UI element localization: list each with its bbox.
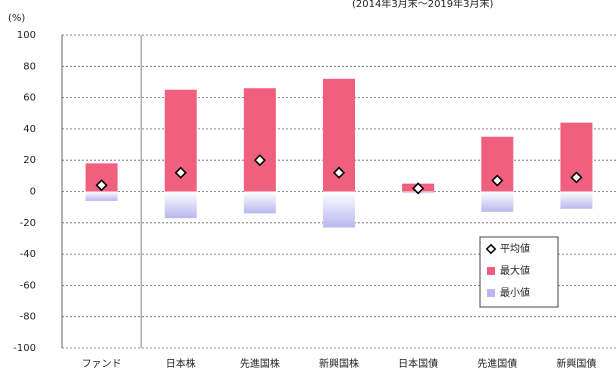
chart-title: (2014年3月末～2019年3月末)	[352, 0, 494, 10]
y-tick-label: -100	[13, 343, 36, 354]
y-tick-label: 40	[23, 124, 36, 135]
x-tick-label: 先進国株	[240, 357, 280, 370]
avg-marker	[253, 154, 266, 167]
x-tick-label: 新興国株	[319, 357, 359, 370]
x-tick-label: 先進国債	[477, 357, 517, 370]
avg-marker	[332, 166, 346, 179]
y-tick-label: 20	[23, 155, 36, 166]
y-tick-label: 60	[23, 93, 36, 104]
y-tick-label: -20	[20, 218, 36, 229]
y-tick-label: 100	[17, 30, 36, 41]
bar	[481, 191, 514, 212]
x-tick-label: 日本国債	[398, 357, 438, 370]
avg-marker	[95, 179, 108, 192]
avg-marker	[174, 166, 187, 179]
legend-swatch	[487, 289, 495, 297]
bar	[560, 191, 593, 209]
bar	[323, 191, 355, 228]
legend-marker	[485, 243, 497, 255]
avg-marker	[491, 174, 504, 187]
legend-swatch	[487, 267, 495, 275]
y-tick-label: 0	[30, 187, 36, 198]
bar	[164, 191, 197, 219]
y-tick-label: -40	[20, 249, 36, 260]
y-tick-label: -60	[20, 280, 36, 291]
y-tick-label: 80	[23, 61, 36, 72]
legend-label: 最大値	[500, 264, 530, 277]
avg-marker	[570, 171, 583, 184]
legend-label: 平均値	[500, 242, 530, 255]
y-axis-label: (%)	[8, 13, 25, 24]
legend-label: 最小値	[500, 286, 530, 299]
bar	[243, 191, 276, 214]
x-tick-label: 日本株	[166, 357, 196, 370]
avg-marker	[412, 182, 425, 195]
x-tick-label: ファンド	[82, 359, 122, 370]
bar	[243, 88, 276, 192]
x-tick-label: 新興国債	[556, 357, 596, 370]
bar	[85, 191, 118, 201]
y-tick-label: -80	[20, 312, 36, 323]
